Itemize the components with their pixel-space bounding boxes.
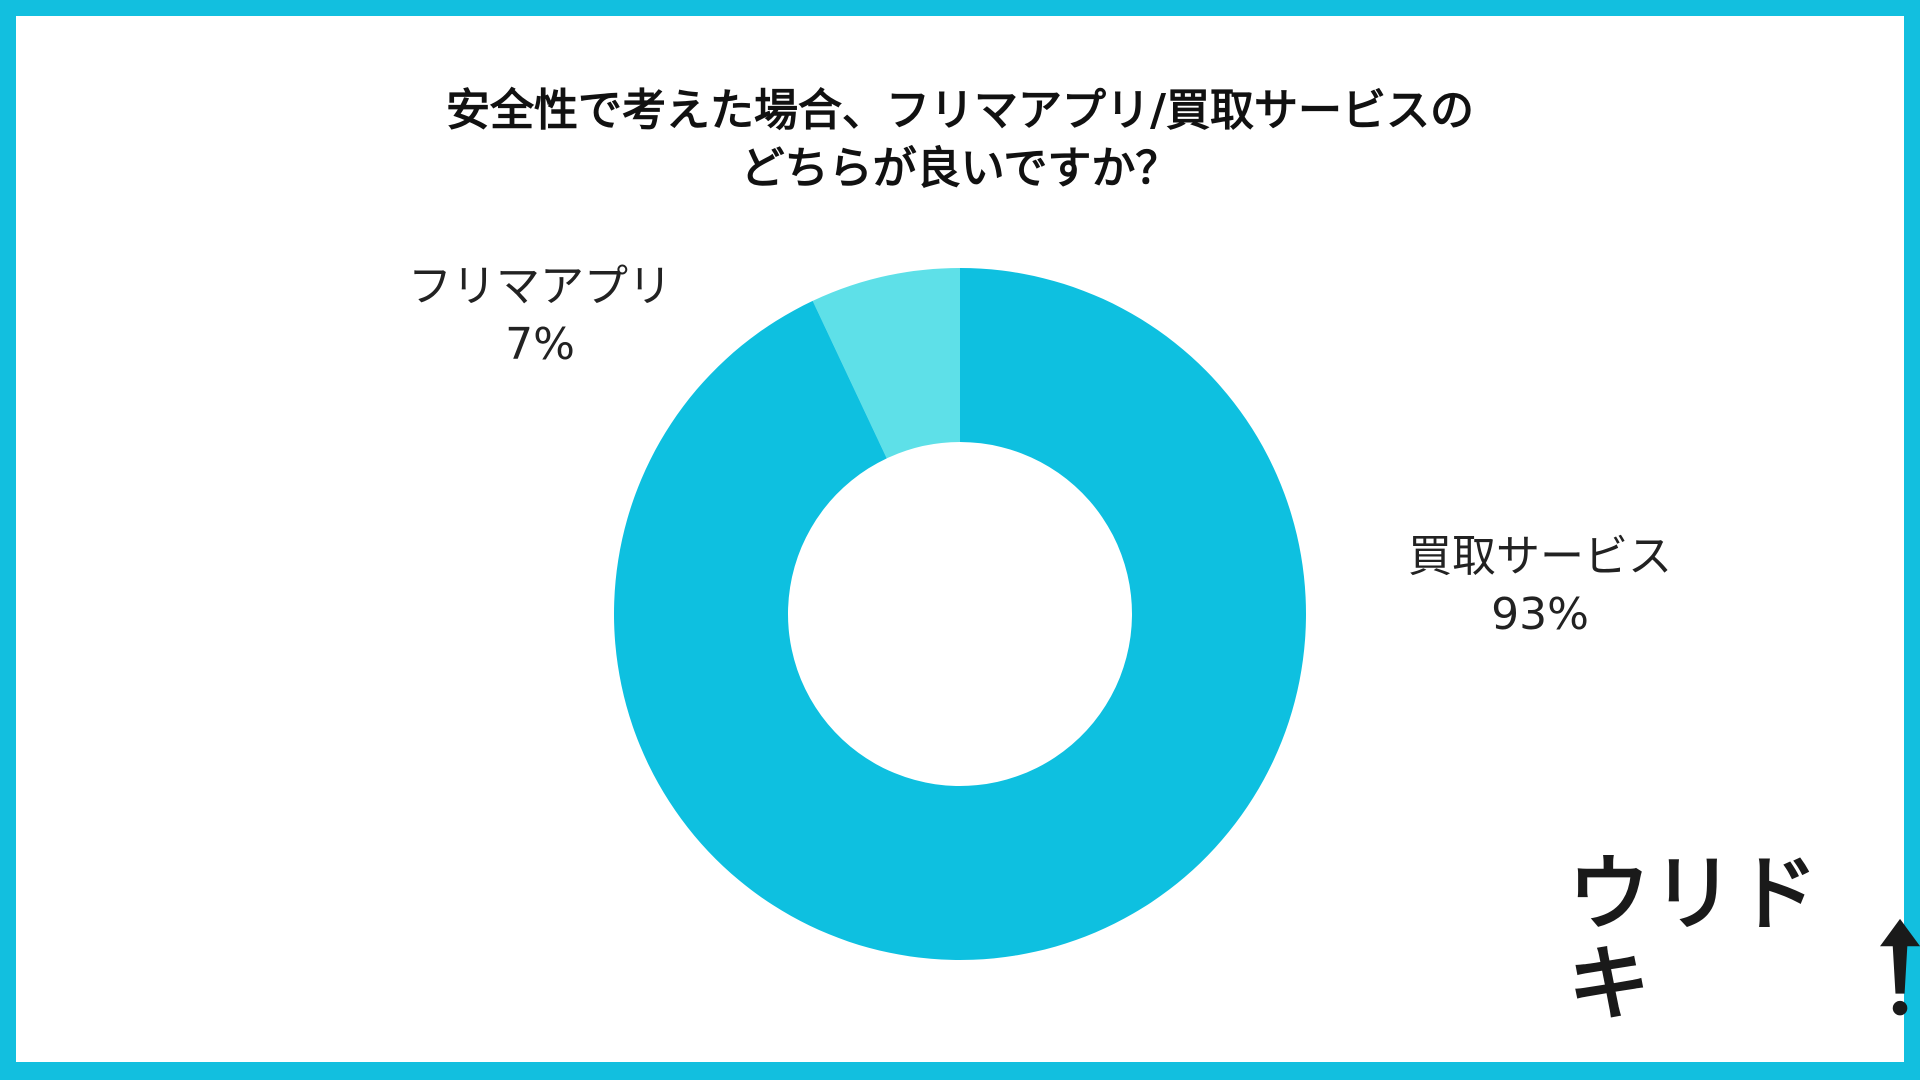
slice-label-furima-app-value: 7% — [505, 319, 575, 370]
slice-label-furima-app-name: フリマアプリ — [408, 261, 672, 312]
slice-label-kaitori-service-name: 買取サービス — [1408, 531, 1672, 582]
chart-title-line-1: 安全性で考えた場合、フリマアプリ/買取サービスの — [445, 85, 1475, 136]
slice-label-kaitori-service: 買取サービス 93% — [1380, 528, 1700, 644]
up-arrow-icon — [1879, 918, 1920, 1016]
slice-furima-app — [812, 268, 960, 459]
slice-label-furima-app: フリマアプリ 7% — [380, 258, 700, 374]
chart-title-line-2: どちらが良いですか？ — [740, 143, 1180, 194]
chart-title: 安全性で考えた場合、フリマアプリ/買取サービスの どちらが良いですか？ — [0, 82, 1920, 198]
slice-kaitori-service — [613, 268, 1306, 961]
brand-logo: ウリドキ — [1568, 850, 1920, 1030]
slice-label-kaitori-service-value: 93% — [1491, 589, 1589, 640]
brand-logo-text: ウリドキ — [1568, 847, 1821, 1032]
